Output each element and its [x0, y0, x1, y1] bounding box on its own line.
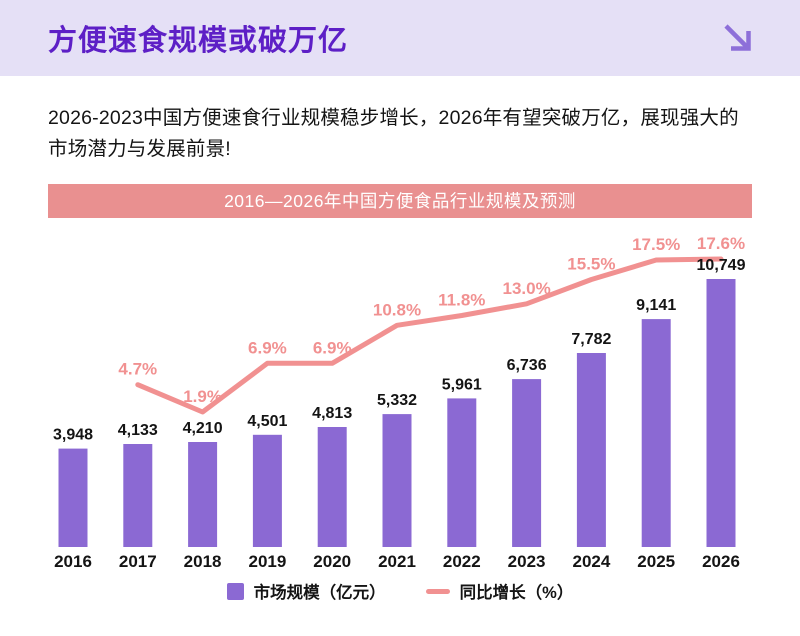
x-axis-label: 2022	[443, 552, 481, 571]
growth-value-label: 11.8%	[438, 291, 485, 310]
x-axis-label: 2020	[313, 552, 351, 571]
chart-legend: 市场规模（亿元） 同比增长（%）	[48, 579, 752, 603]
x-axis-label: 2016	[54, 552, 92, 571]
growth-value-label: 13.0%	[502, 279, 550, 298]
legend-label: 同比增长（%）	[459, 584, 574, 603]
bar-2026	[706, 279, 736, 548]
bar-2016	[58, 448, 88, 548]
intro-text: 2026-2023中国方便速食行业规模稳步增长，2026年有望突破万亿，展现强大…	[48, 107, 739, 160]
x-axis-label: 2017	[119, 552, 157, 571]
chart-title-banner: 2016—2026年中国方便食品行业规模及预测	[48, 184, 752, 219]
bar-2025	[641, 319, 671, 548]
bar-2017	[123, 444, 153, 548]
bar-2018	[188, 442, 218, 548]
bar-value-label: 4,813	[312, 405, 352, 422]
chart-area: 3,948 2016 4,133 2017 4.7% 4,210 2018 1.9% 4,501…	[48, 229, 752, 575]
growth-value-label: 1.9%	[183, 387, 222, 406]
arrow-down-right-icon	[724, 24, 751, 51]
bar-2023	[512, 379, 542, 548]
x-axis-label: 2018	[184, 552, 222, 571]
bar-value-label: 9,141	[636, 297, 676, 314]
x-axis-label: 2021	[378, 552, 416, 571]
bar-value-label: 4,501	[247, 413, 287, 430]
growth-value-label: 17.5%	[632, 235, 680, 254]
x-axis-label: 2023	[508, 552, 546, 571]
bar-value-label: 6,736	[507, 357, 547, 374]
bar-2022	[447, 398, 477, 548]
page-title: 方便速食规模或破万亿	[48, 25, 349, 57]
bar-2019	[252, 435, 282, 548]
growth-value-label: 6.9%	[313, 339, 352, 358]
growth-value-label: 17.6%	[697, 234, 745, 253]
x-axis-label: 2025	[637, 552, 675, 571]
bar-2024	[576, 353, 606, 548]
content-area: 2026-2023中国方便速食行业规模稳步增长，2026年有望突破万亿，展现强大…	[0, 103, 800, 603]
bar-value-label: 3,948	[53, 427, 93, 444]
bar-value-label: 4,133	[118, 422, 158, 439]
bar-value-label: 4,210	[183, 420, 223, 437]
x-axis-label: 2019	[248, 552, 286, 571]
bar-value-label: 7,782	[571, 331, 611, 348]
growth-value-label: 10.8%	[373, 301, 421, 320]
x-axis-label: 2024	[572, 552, 610, 571]
growth-line	[135, 256, 724, 415]
line-swatch-icon	[425, 588, 450, 594]
bar-value-label: 5,961	[442, 377, 482, 394]
legend-item-market-size: 市场规模（亿元）	[226, 579, 386, 603]
growth-value-label: 15.5%	[567, 255, 615, 274]
header: 方便速食规模或破万亿	[0, 0, 800, 76]
legend-label: 市场规模（亿元）	[253, 584, 386, 603]
bar-swatch-icon	[226, 582, 244, 600]
legend-item-growth: 同比增长（%）	[425, 579, 574, 603]
bar-value-label: 5,332	[377, 392, 417, 409]
bar-line-chart: 3,948 2016 4,133 2017 4.7% 4,210 2018 1.9% 4,501…	[53, 234, 746, 571]
bar-2021	[382, 414, 412, 548]
growth-value-label: 4.7%	[118, 360, 157, 379]
bar-value-label: 10,749	[697, 257, 746, 274]
growth-value-label: 6.9%	[248, 339, 287, 358]
x-axis-label: 2026	[702, 552, 740, 571]
bar-2020	[317, 427, 347, 548]
